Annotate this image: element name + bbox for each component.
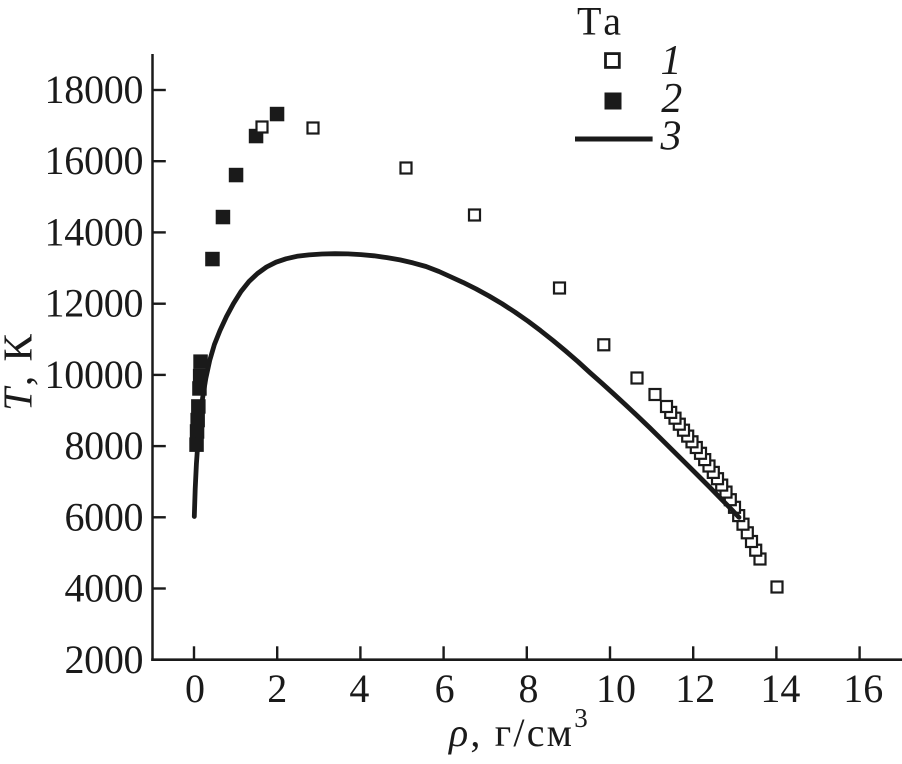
svg-text:2: 2	[267, 666, 287, 711]
svg-text:0: 0	[185, 666, 205, 711]
svg-text:8000: 8000	[65, 423, 144, 468]
svg-text:8: 8	[519, 666, 539, 711]
svg-text:1: 1	[661, 38, 682, 84]
svg-text:2000: 2000	[65, 637, 144, 682]
svg-text:16000: 16000	[45, 138, 144, 183]
svg-text:4: 4	[349, 666, 369, 711]
svg-text:14000: 14000	[45, 209, 144, 254]
svg-text:4000: 4000	[65, 566, 144, 611]
svg-text:T, К: T, К	[0, 332, 41, 411]
svg-text:18000: 18000	[45, 67, 144, 112]
svg-text:16: 16	[843, 666, 883, 711]
svg-text:12: 12	[675, 666, 715, 711]
svg-text:2: 2	[661, 76, 682, 122]
svg-text:12000: 12000	[45, 281, 144, 326]
svg-text:14: 14	[760, 666, 800, 711]
svg-text:6000: 6000	[65, 494, 144, 539]
svg-text:10: 10	[596, 666, 636, 711]
svg-text:3: 3	[660, 114, 682, 160]
svg-text:10000: 10000	[45, 352, 144, 397]
svg-text:6: 6	[435, 666, 455, 711]
svg-text:ρ, г/см3: ρ, г/см3	[447, 703, 590, 755]
